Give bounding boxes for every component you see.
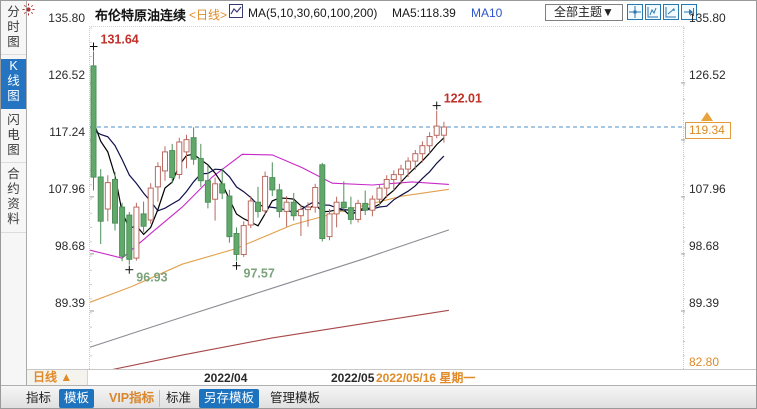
right-axis-bottom-label: 82.80 bbox=[689, 355, 720, 369]
left-axis-label: 135.80 bbox=[48, 11, 85, 25]
axis-scale-icon[interactable] bbox=[645, 4, 661, 20]
xaxis-tick: 2022/05 bbox=[331, 371, 375, 385]
sidebar-item-label: 分时图 bbox=[7, 5, 20, 49]
sidebar-item-contract-info[interactable]: 合约资料 bbox=[1, 167, 26, 233]
svg-text:122.01: 122.01 bbox=[444, 92, 482, 106]
sidebar-item-lightning-chart[interactable]: 闪电图 bbox=[1, 113, 26, 163]
svg-text:96.93: 96.93 bbox=[136, 271, 167, 285]
chart-plot-area[interactable]: 131.64 122.01 96.93 97.57 bbox=[89, 26, 685, 370]
crosshair-icon[interactable] bbox=[627, 4, 643, 20]
right-axis-label: 89.39 bbox=[689, 296, 720, 310]
sidebar-item-time-chart[interactable]: 分时图 bbox=[1, 5, 26, 55]
tab-indicator[interactable]: 指标 bbox=[26, 391, 52, 405]
right-axis-label: 98.68 bbox=[689, 239, 720, 253]
candlestick-chart: 131.64 122.01 96.93 97.57 bbox=[90, 27, 685, 370]
current-price-box: 119.34 bbox=[685, 122, 731, 139]
sidebar: 分时图 K线图 闪电图 合约资料 bbox=[1, 1, 27, 385]
tab-save-as-template[interactable]: 另存模板 bbox=[199, 389, 260, 408]
toolbar-divider bbox=[159, 390, 160, 407]
svg-text:97.57: 97.57 bbox=[244, 267, 275, 281]
left-axis-label: 98.68 bbox=[54, 239, 85, 253]
xaxis-tick: 2022/04 bbox=[204, 371, 248, 385]
sidebar-item-label: K线图 bbox=[7, 59, 20, 103]
sidebar-item-label: 合约资料 bbox=[7, 167, 20, 226]
left-axis-label: 117.24 bbox=[49, 125, 85, 139]
right-axis-label: 135.80 bbox=[689, 11, 726, 25]
sidebar-item-label: 闪电图 bbox=[7, 113, 20, 157]
xaxis-current-date: 2022/05/16 星期一 bbox=[376, 371, 476, 385]
tab-standard[interactable]: 标准 bbox=[166, 391, 192, 405]
price-up-arrow-icon bbox=[701, 112, 713, 121]
left-axis-label: 89.39 bbox=[54, 296, 85, 310]
symbol-title: 布伦特原油连续 bbox=[95, 8, 187, 23]
left-axis-label: 126.52 bbox=[48, 68, 85, 82]
chart-thumbnail-icon[interactable] bbox=[229, 4, 243, 23]
right-axis-label: 126.52 bbox=[689, 68, 726, 82]
tab-vip-indicator[interactable]: VIP指标 bbox=[109, 391, 155, 405]
right-axis-label: 107.96 bbox=[689, 182, 726, 196]
sidebar-item-kline-chart[interactable]: K线图 bbox=[1, 59, 26, 109]
tab-manage-template[interactable]: 管理模板 bbox=[270, 391, 321, 405]
axis-arrow-icon[interactable] bbox=[663, 4, 679, 20]
bottom-toolbar: 指标 模板 VIP指标 标准 另存模板 管理模板 bbox=[1, 385, 756, 408]
svg-text:131.64: 131.64 bbox=[101, 33, 139, 47]
period-button[interactable]: 日线 ▲ bbox=[27, 370, 88, 385]
sun-icon[interactable] bbox=[22, 3, 35, 21]
period-tag[interactable]: <日线> bbox=[189, 8, 228, 22]
tab-template[interactable]: 模板 bbox=[59, 389, 95, 408]
jump-latest-icon[interactable] bbox=[681, 4, 697, 20]
theme-dropdown[interactable]: 全部主题▼ bbox=[545, 4, 623, 21]
left-axis-label: 107.96 bbox=[48, 182, 85, 196]
ma5-value-label: MA5:118.39 bbox=[392, 6, 456, 20]
ma-config-label: MA(5,10,30,60,100,200) bbox=[248, 6, 378, 20]
xaxis-band: 日线 ▲ 2022/04 2022/05 2022/05/16 星期一 bbox=[27, 369, 756, 385]
ma10-value-label: MA10 bbox=[471, 6, 503, 20]
